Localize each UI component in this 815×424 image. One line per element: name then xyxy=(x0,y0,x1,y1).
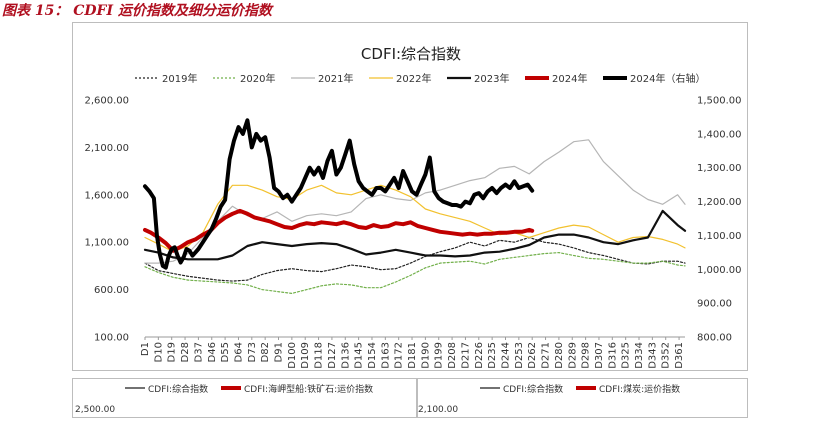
y-right-tick-label: 800.00 xyxy=(697,333,732,344)
x-tick-label: D280 xyxy=(554,342,565,369)
x-tick-label: D64 xyxy=(233,342,244,362)
x-tick-label: D244 xyxy=(500,342,511,369)
x-tick-label: D298 xyxy=(581,342,592,369)
x-tick-label: D307 xyxy=(594,342,605,369)
x-tick-label: D289 xyxy=(567,342,578,369)
legend-label: 2020年 xyxy=(240,72,275,85)
legend-label: 2022年 xyxy=(396,72,431,85)
chart-series xyxy=(143,118,687,294)
x-tick-label: D262 xyxy=(527,342,538,369)
x-tick-label: D154 xyxy=(367,342,378,369)
x-tick-label: D55 xyxy=(220,342,231,362)
legend-label: CDFI:煤炭:运价指数 xyxy=(599,383,680,395)
series-line-1 xyxy=(144,236,686,282)
main-chart: CDFI:综合指数 2019年 2020年 2021年 2022年 2023年 2024年… xyxy=(84,45,741,369)
y-tick-label: 2,100.00 xyxy=(418,405,458,415)
x-tick-label: D127 xyxy=(327,342,338,369)
series-line-7 xyxy=(143,118,535,270)
legend-label: CDFI:综合指数 xyxy=(503,383,563,395)
x-tick-label: D145 xyxy=(354,342,365,369)
bottom-right-chart-panel: CDFI:综合指数 CDFI:煤炭:运价指数 2,100.00 xyxy=(417,378,748,418)
legend-label: 2023年 xyxy=(474,72,509,85)
y-tick-label: 2,500.00 xyxy=(75,405,115,415)
y-right-tick-label: 1,100.00 xyxy=(697,231,742,242)
x-tick-label: D235 xyxy=(487,342,498,369)
x-tick-label: D73 xyxy=(247,342,258,362)
x-tick-label: D136 xyxy=(340,342,351,369)
x-tick-label: D46 xyxy=(207,342,218,362)
x-tick-label: D19 xyxy=(167,342,178,362)
x-tick-label: D118 xyxy=(314,342,325,369)
x-tick-label: D334 xyxy=(634,342,645,369)
chart-title: CDFI:综合指数 xyxy=(361,45,461,63)
x-tick-label: D253 xyxy=(514,342,525,369)
y-left-tick-label: 2,100.00 xyxy=(84,143,129,154)
x-tick-label: D217 xyxy=(460,342,471,369)
x-tick-label: D181 xyxy=(407,342,418,369)
legend-label: CDFI:海岬型船:铁矿石:运价指数 xyxy=(244,383,373,395)
x-tick-label: D352 xyxy=(661,342,672,369)
y-left-tick-label: 1,100.00 xyxy=(84,238,129,249)
x-tick-label: D343 xyxy=(647,342,658,369)
x-tick-label: D208 xyxy=(447,342,458,369)
y-right-tick-label: 1,000.00 xyxy=(697,265,742,276)
legend-label: 2019年 xyxy=(162,72,197,85)
x-tick-label: D10 xyxy=(153,342,164,362)
x-tick-label: D361 xyxy=(674,342,685,369)
x-tick-label: D190 xyxy=(420,342,431,369)
x-tick-label: D316 xyxy=(607,342,618,369)
x-tick-label: D82 xyxy=(260,342,271,362)
x-tick-label: D28 xyxy=(180,342,191,362)
y-right-tick-label: 1,400.00 xyxy=(697,129,742,140)
x-tick-label: D163 xyxy=(380,342,391,369)
chart-legend: CDFI:综合指数 CDFI:煤炭:运价指数 xyxy=(480,383,680,395)
series-line-2 xyxy=(144,252,686,294)
legend-label: 2024年（右轴） xyxy=(630,72,705,85)
y-right-tick-label: 1,300.00 xyxy=(697,163,742,174)
x-tick-label: D91 xyxy=(274,342,285,362)
x-tick-label: D172 xyxy=(394,342,405,369)
series-line-5 xyxy=(143,209,687,261)
bottom-right-chart: CDFI:综合指数 CDFI:煤炭:运价指数 2,100.00 xyxy=(418,383,680,415)
x-tick-label: D199 xyxy=(434,342,445,369)
figure-caption: 图表 15： CDFI 运价指数及细分运价指数 xyxy=(2,3,272,19)
y-left-tick-label: 2,600.00 xyxy=(84,96,129,107)
x-tick-label: D109 xyxy=(300,342,311,369)
x-tick-label: D37 xyxy=(193,342,204,362)
series-line-4 xyxy=(144,184,686,253)
legend-label: CDFI:综合指数 xyxy=(148,383,208,395)
y-left-tick-label: 100.00 xyxy=(94,333,129,344)
y-right-tick-label: 1,500.00 xyxy=(697,96,742,107)
chart-legend: CDFI:综合指数 CDFI:海岬型船:铁矿石:运价指数 xyxy=(125,383,373,395)
x-tick-label: D1 xyxy=(140,342,151,356)
chart-legend: 2019年 2020年 2021年 2022年 2023年 2024年 2024年（右轴） xyxy=(135,72,705,85)
legend-label: 2024年 xyxy=(552,72,587,85)
y-left-tick-label: 1,600.00 xyxy=(84,190,129,201)
y-right-tick-label: 900.00 xyxy=(697,299,732,310)
main-chart-panel: CDFI:综合指数 2019年 2020年 2021年 2022年 2023年 2024年… xyxy=(72,22,748,371)
legend-label: 2021年 xyxy=(318,72,353,85)
x-tick-label: D271 xyxy=(541,342,552,369)
x-tick-label: D325 xyxy=(621,342,632,369)
bottom-left-chart: CDFI:综合指数 CDFI:海岬型船:铁矿石:运价指数 2,500.00 xyxy=(75,383,373,415)
chart-axes: 100.00 600.00 1,100.00 1,600.00 2,100.00 2,60… xyxy=(84,96,741,369)
bottom-left-chart-panel: CDFI:综合指数 CDFI:海岬型船:铁矿石:运价指数 2,500.00 xyxy=(72,378,417,418)
x-tick-label: D100 xyxy=(287,342,298,369)
y-left-tick-label: 600.00 xyxy=(94,285,129,296)
y-right-tick-label: 1,200.00 xyxy=(697,197,742,208)
x-tick-label: D226 xyxy=(474,342,485,369)
series-line-3 xyxy=(144,139,686,264)
